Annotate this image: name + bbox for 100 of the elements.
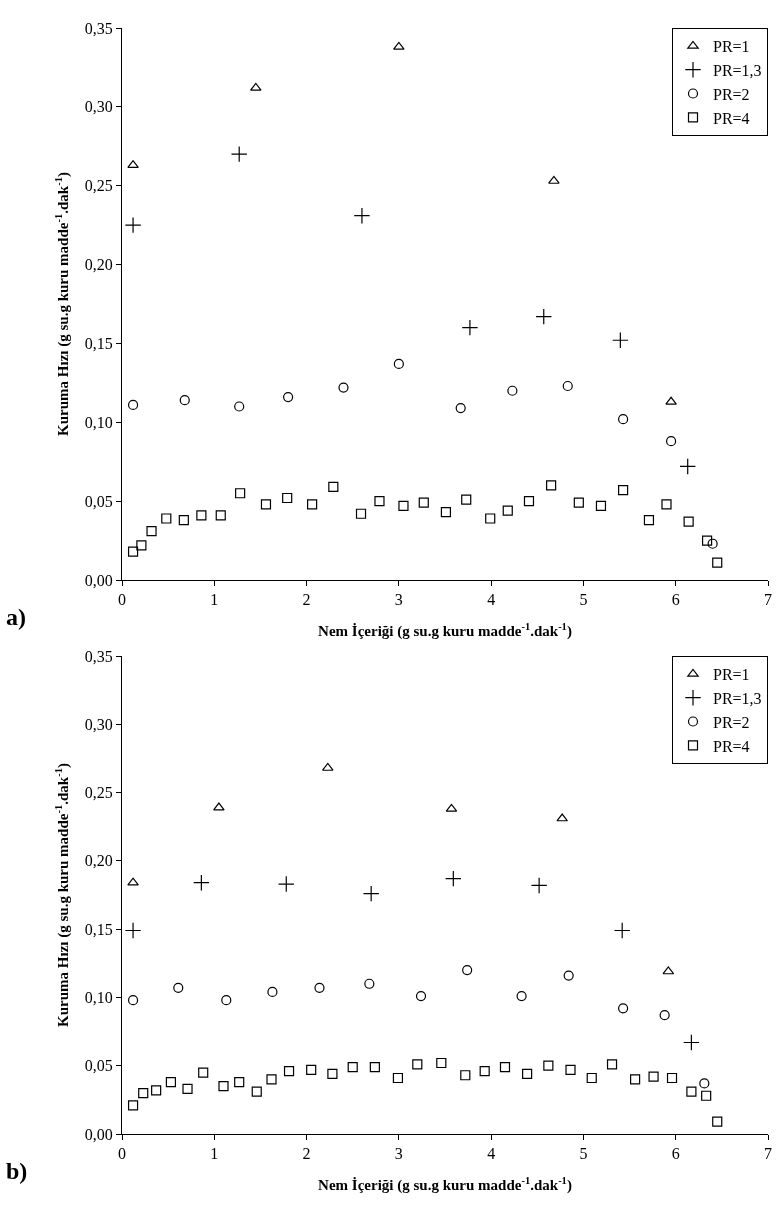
point: [127, 995, 139, 1006]
point: [440, 507, 452, 518]
point: [151, 1085, 162, 1096]
point: [353, 207, 371, 224]
point: [643, 514, 655, 526]
legend-label: PR=1: [713, 666, 750, 684]
point: [630, 1074, 641, 1085]
x-tick-label: 6: [671, 591, 680, 609]
point: [347, 1061, 358, 1073]
point: [613, 922, 631, 939]
point: [307, 499, 318, 510]
point: [218, 1081, 229, 1092]
point: [516, 990, 527, 1002]
point: [374, 496, 385, 507]
y-tick-label: 0,10: [84, 989, 113, 1007]
point: [415, 990, 427, 1002]
point: [712, 557, 723, 568]
point: [412, 1059, 423, 1070]
point: [221, 995, 232, 1006]
point: [314, 982, 325, 993]
point: [701, 535, 713, 546]
point: [455, 402, 466, 414]
point: [196, 510, 207, 521]
y-tick-label: 0,05: [84, 1057, 113, 1075]
point: [282, 492, 293, 504]
x-tick-label: 3: [394, 1145, 403, 1163]
x-tick-label: 5: [579, 591, 588, 609]
y-tick-label: 0,35: [84, 647, 113, 665]
point: [523, 496, 535, 507]
y-tick-label: 0,25: [84, 784, 113, 802]
x-tick-label: 7: [764, 1145, 772, 1163]
point: [618, 1003, 629, 1014]
point: [392, 1072, 404, 1084]
point: [127, 877, 139, 886]
point: [661, 499, 672, 510]
y-tick-label: 0,15: [84, 920, 113, 938]
y-tick-label: 0,35: [84, 19, 113, 37]
point: [328, 481, 339, 493]
point: [606, 1059, 618, 1070]
point: [683, 516, 694, 527]
x-tick-label: 7: [764, 591, 772, 609]
x-tick-label: 1: [210, 1145, 219, 1163]
point: [666, 1072, 678, 1084]
legend-label: PR=1,3: [713, 61, 762, 79]
point: [193, 874, 210, 892]
point: [127, 546, 139, 557]
point: [556, 813, 568, 822]
y-tick-label: 0,20: [84, 852, 113, 870]
point: [548, 175, 560, 184]
point: [565, 1064, 576, 1075]
point: [418, 497, 429, 508]
point: [251, 1086, 262, 1097]
point: [563, 970, 574, 981]
point: [665, 396, 677, 405]
y-tick-label: 0,30: [84, 715, 113, 733]
y-tick-label: 0,05: [84, 492, 113, 510]
point: [462, 965, 473, 976]
point: [502, 505, 513, 516]
point: [666, 436, 677, 447]
point: [522, 1068, 533, 1080]
point: [369, 1061, 380, 1073]
point: [267, 986, 278, 998]
point: [179, 395, 190, 406]
point: [699, 1078, 710, 1089]
x-tick-label: 2: [302, 591, 311, 609]
point: [485, 513, 496, 524]
point: [322, 762, 334, 771]
point: [260, 499, 272, 510]
point: [124, 216, 142, 234]
point: [612, 331, 629, 349]
point: [327, 1068, 338, 1080]
point: [707, 538, 718, 549]
x-tick-label: 5: [579, 1145, 588, 1163]
point: [250, 82, 262, 91]
point: [460, 1070, 471, 1081]
point: [266, 1074, 277, 1085]
point: [355, 508, 367, 519]
point: [393, 41, 405, 50]
x-tick-label: 1: [210, 591, 219, 609]
point: [124, 922, 142, 939]
y-tick-label: 0,20: [84, 256, 113, 274]
y-tick-label: 0,30: [84, 98, 113, 116]
y-tick-label: 0,00: [84, 1125, 113, 1143]
point: [648, 1071, 659, 1082]
y-tick-label: 0,00: [84, 571, 113, 589]
y-tick-label: 0,15: [84, 335, 113, 353]
point: [234, 1077, 245, 1088]
point: [182, 1083, 193, 1095]
point: [283, 391, 294, 403]
point: [306, 1064, 317, 1075]
point: [198, 1067, 209, 1078]
point: [136, 540, 147, 551]
point: [362, 885, 380, 902]
point: [546, 480, 557, 491]
point: [398, 500, 409, 511]
point: [277, 875, 295, 893]
point: [535, 308, 553, 325]
point: [173, 982, 184, 993]
point: [586, 1072, 597, 1084]
point: [178, 514, 189, 526]
